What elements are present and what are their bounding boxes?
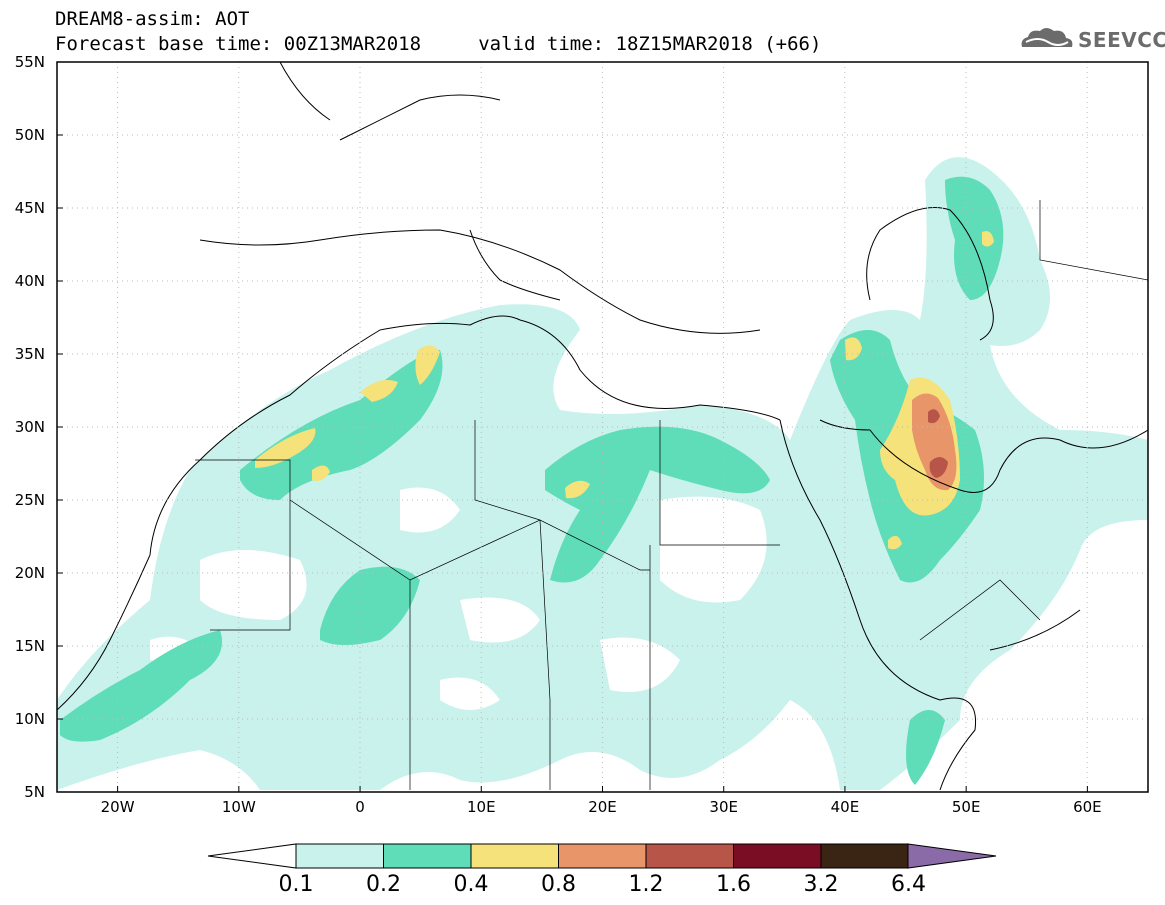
lon-tick-label: 30E — [709, 798, 738, 816]
colorbar-level-label: 0.1 — [278, 872, 314, 897]
aot-level-0.4 — [360, 379, 398, 402]
lon-tick-label: 50E — [952, 798, 981, 816]
lon-tick-label: 0 — [355, 798, 365, 816]
colorbar-level-label: 1.2 — [628, 872, 664, 897]
lat-tick-label: 20N — [15, 564, 45, 582]
map-subtitle: Forecast base time: 00Z13MAR2018 valid t… — [55, 33, 822, 55]
lon-tick-label: 10W — [222, 798, 256, 816]
lat-tick-label: 45N — [15, 199, 45, 217]
lon-tick-label: 40E — [831, 798, 860, 816]
grid — [57, 62, 1148, 792]
colorbar-swatch — [470, 843, 559, 869]
coastlines — [57, 62, 1148, 791]
colorbar-swatch — [558, 843, 647, 869]
colorbar-swatch — [820, 843, 909, 869]
axis-ticks: 20W 10W 0 10E 20E 30E 40E 50E 60E 5N 10N 15N 20N 25N 3… — [15, 53, 1102, 816]
colorbar-swatch — [733, 843, 822, 869]
colorbar-level-label: 6.4 — [891, 872, 926, 897]
colorbar-level-label: 3.2 — [803, 872, 839, 897]
colorbar-swatch — [295, 843, 384, 869]
cloud-logo-icon — [1021, 28, 1073, 47]
lon-tick-label: 20W — [101, 798, 135, 816]
colorbar-level-label: 1.6 — [716, 872, 751, 897]
lat-tick-label: 5N — [24, 783, 45, 801]
aot-field — [57, 157, 1148, 791]
lon-tick-label: 10E — [467, 798, 496, 816]
colorbar-level-label: 0.2 — [366, 872, 401, 897]
lat-tick-label: 40N — [15, 272, 45, 290]
lat-tick-label: 10N — [15, 710, 45, 728]
colorbar — [207, 843, 997, 869]
lat-tick-label: 30N — [15, 418, 45, 436]
lat-tick-label: 15N — [15, 637, 45, 655]
logo-text: SEEVCCC — [1078, 28, 1165, 52]
map-title: DREAM8-assim: AOT — [55, 8, 250, 30]
borders — [195, 200, 1148, 790]
lat-tick-label: 35N — [15, 345, 45, 363]
lat-tick-label: 50N — [15, 126, 45, 144]
lon-tick-label: 20E — [588, 798, 617, 816]
lon-tick-label: 60E — [1073, 798, 1102, 816]
colorbar-low-arrow — [207, 843, 297, 869]
colorbar-level-label: 0.8 — [541, 872, 576, 897]
colorbar-high-arrow — [907, 843, 997, 869]
lat-tick-label: 25N — [15, 491, 45, 509]
colorbar-swatch — [645, 843, 734, 869]
colorbar-swatch — [383, 843, 472, 869]
colorbar-level-label: 0.4 — [453, 872, 489, 897]
aot-level-1.2 — [929, 457, 948, 478]
lat-tick-label: 55N — [15, 53, 45, 71]
